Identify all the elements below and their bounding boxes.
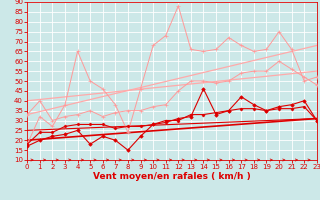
X-axis label: Vent moyen/en rafales ( km/h ): Vent moyen/en rafales ( km/h ) bbox=[93, 172, 251, 181]
